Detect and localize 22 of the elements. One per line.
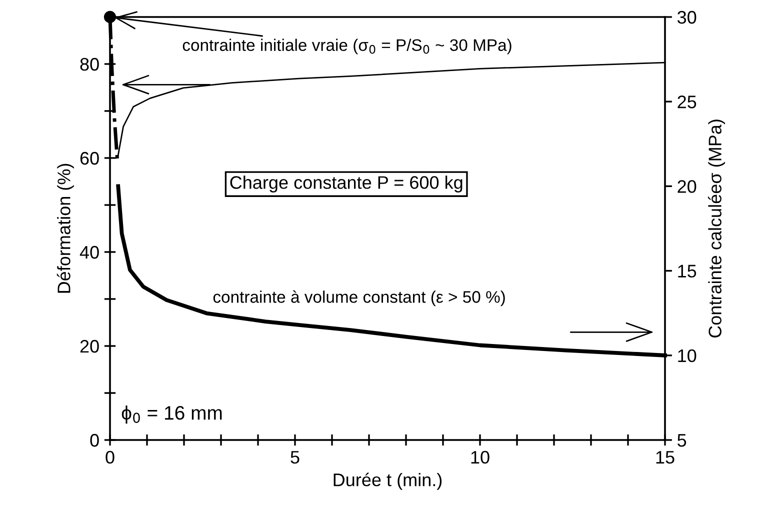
annotation: contrainte à volume constant (ε > 50 %) (213, 290, 505, 306)
y2-axis-title: Contrainte calculéeσ (MPa) (708, 120, 726, 338)
x-axis-title: Durée t (min.) (334, 472, 442, 490)
annotation: ϕ$_{0}$ = 16 mm (122, 405, 222, 424)
x-tick-label: 0 (106, 450, 114, 464)
y-tick-label: 40 (80, 246, 99, 259)
annotation: contrainte initiale vraie (σ$_{0}$ = P/S$_{0}$ ~ 30 MPa) (182, 38, 512, 54)
y-tick-label: 60 (80, 152, 99, 165)
x-tick-label: 10 (471, 450, 490, 464)
y-tick-label: 20 (80, 340, 99, 353)
y2-tick-label: 30 (677, 10, 696, 24)
y2-tick-label: 5 (678, 434, 686, 447)
y-axis-title: Déformation (%) (56, 164, 74, 293)
y2-tick-label: 25 (678, 96, 696, 108)
y2-tick-label: 15 (678, 264, 696, 278)
y2-tick-label: 20 (678, 180, 696, 193)
x-tick-label: 15 (656, 451, 674, 464)
x-tick-label: 5 (290, 451, 300, 464)
annotation: Charge constante P = 600 kg (230, 176, 462, 192)
y-tick-label: 0 (90, 434, 99, 447)
y-tick-label: 80 (80, 58, 99, 71)
y2-tick-label: 10 (678, 349, 696, 362)
